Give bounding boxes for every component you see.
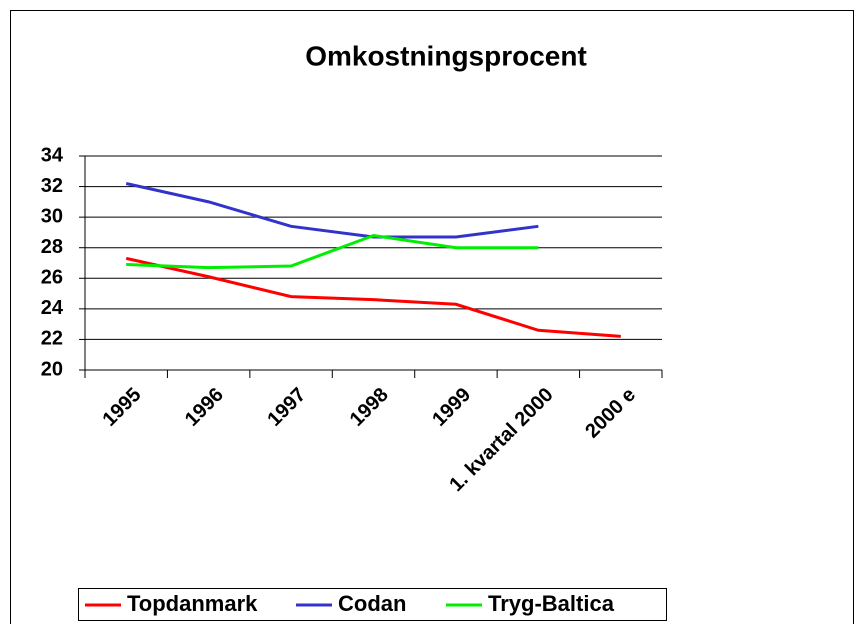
y-tick-label: 30 xyxy=(41,205,63,227)
series-line xyxy=(125,256,621,338)
y-tick-label: 24 xyxy=(41,297,64,319)
series-line xyxy=(125,182,539,239)
y-tick-label: 28 xyxy=(41,236,63,258)
y-tick-label: 32 xyxy=(41,175,63,197)
chart-frame xyxy=(10,10,854,624)
legend-label: Topdanmark xyxy=(127,591,258,616)
y-tick-label: 20 xyxy=(41,358,63,380)
y-tick-label: 22 xyxy=(41,328,63,350)
legend-label: Codan xyxy=(338,591,406,616)
chart-title: Omkostningsprocent xyxy=(305,40,587,71)
legend-box xyxy=(78,588,667,621)
legend-label: Tryg-Baltica xyxy=(488,591,615,616)
y-tick-label: 34 xyxy=(41,144,64,166)
y-tick-label: 26 xyxy=(41,267,63,289)
series-line xyxy=(126,233,539,270)
